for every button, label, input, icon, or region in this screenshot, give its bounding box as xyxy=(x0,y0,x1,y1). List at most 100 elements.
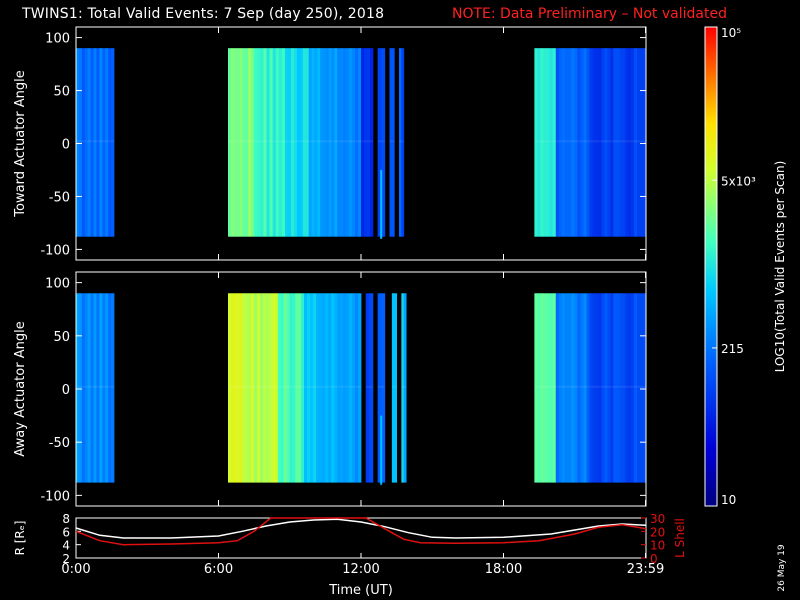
heatmap-cell xyxy=(105,48,109,237)
heatmap-cell xyxy=(391,293,395,483)
zero-band xyxy=(228,385,243,388)
heatmap-cell xyxy=(391,48,395,237)
heatmap-segment xyxy=(365,293,374,483)
heatmap-segment xyxy=(277,293,305,483)
heatmap-cell xyxy=(285,48,289,237)
zero-band xyxy=(337,385,361,388)
heatmap-cell xyxy=(239,293,243,483)
heatmap-cell xyxy=(355,293,359,483)
heatmap-cell xyxy=(574,293,578,483)
zero-band xyxy=(365,385,373,388)
heatmap-cell xyxy=(580,48,584,237)
heatmap-cell xyxy=(607,48,611,237)
heatmap-cell xyxy=(403,293,407,483)
heatmap-cell xyxy=(555,293,560,483)
heatmap-segment xyxy=(242,293,279,483)
zero-band xyxy=(361,140,373,143)
heatmap-segment xyxy=(555,48,588,237)
heatmap-cell xyxy=(251,48,255,237)
heatmap-cell xyxy=(607,293,611,483)
heatmap-cell xyxy=(331,48,335,237)
zero-band xyxy=(586,140,646,143)
heatmap-cell xyxy=(637,293,641,483)
heatmap-cell xyxy=(337,293,341,483)
heatmap-cell xyxy=(589,293,593,483)
zero-band xyxy=(399,140,404,143)
heatmap-cell xyxy=(286,293,290,483)
heatmap-cell xyxy=(558,293,563,483)
y-tick-label: 100 xyxy=(45,32,70,47)
heatmap-cell xyxy=(325,48,330,237)
heatmap-cell xyxy=(543,48,547,237)
panel-away: 100 50 0 -50 -100 Away Actuator Angle xyxy=(13,271,647,507)
zero-band xyxy=(389,140,395,143)
heatmap-cell xyxy=(328,293,332,483)
heatmap-cell xyxy=(313,293,317,483)
heatmap-cell xyxy=(401,48,405,237)
heatmap-cell xyxy=(571,293,575,483)
zero-band xyxy=(377,140,385,143)
r-tick-label: 6 xyxy=(62,525,70,539)
heatmap-cell xyxy=(281,48,286,237)
zero-band xyxy=(391,385,397,388)
heatmap-cell xyxy=(565,48,569,237)
heatmap-segment xyxy=(401,293,407,483)
heatmap-cell xyxy=(251,293,255,483)
heatmap-cell xyxy=(552,48,557,237)
heatmap-cell xyxy=(230,48,235,237)
lshell-line xyxy=(75,517,647,546)
heatmap-cell xyxy=(637,48,641,237)
r-tick-label: 4 xyxy=(62,539,70,553)
heatmap-cell xyxy=(595,48,599,237)
heatmap-cell xyxy=(263,48,267,237)
zero-band xyxy=(304,385,338,388)
heatmap-cell xyxy=(323,48,327,237)
heatmap-segment xyxy=(361,48,374,237)
heatmap-cell xyxy=(268,293,273,483)
heatmap-cell xyxy=(301,293,305,483)
heatmap-cell xyxy=(555,48,560,237)
heatmap-cell xyxy=(401,293,405,483)
heatmap-cell xyxy=(289,293,293,483)
heatmap-cell xyxy=(90,293,94,483)
heatmap-cell xyxy=(358,48,362,237)
zero-band xyxy=(586,385,646,388)
heatmap-cell xyxy=(595,293,599,483)
heatmap-cell xyxy=(87,48,92,237)
heatmap-cell xyxy=(299,48,304,237)
heatmap-cell xyxy=(308,48,312,237)
y-tick-label: 0 xyxy=(62,138,70,153)
heatmap-cell xyxy=(271,293,276,483)
heatmap-segment xyxy=(76,48,115,237)
heatmap-cell xyxy=(304,293,308,483)
heatmap-cell xyxy=(293,48,298,237)
zero-band xyxy=(534,385,556,388)
zero-band xyxy=(277,385,304,388)
heatmap-cell xyxy=(574,48,578,237)
heatmap-segment xyxy=(377,48,386,237)
heatmap-segment xyxy=(254,48,286,237)
heatmap-cell xyxy=(634,293,638,483)
heatmap-cell xyxy=(377,48,382,237)
heatmap-cell xyxy=(598,293,602,483)
heatmap-cell xyxy=(586,48,590,237)
heatmap-cell xyxy=(583,293,588,483)
heatmap-segment xyxy=(228,293,243,483)
heatmap-cell xyxy=(78,48,83,237)
heatmap-cell xyxy=(298,293,302,483)
heatmap-cell xyxy=(90,48,94,237)
heatmap-cell xyxy=(228,293,232,483)
heatmap-cell xyxy=(334,293,338,483)
x-tick-label: 6:00 xyxy=(204,562,233,577)
heatmap-cell xyxy=(280,293,285,483)
heatmap-segment xyxy=(337,293,362,483)
heatmap-cell xyxy=(108,293,112,483)
y-tick-label: -50 xyxy=(49,436,70,451)
heatmap-cell xyxy=(561,48,566,237)
heatmap-cell xyxy=(365,293,370,483)
lshell-tick-label: 30 xyxy=(650,512,665,526)
heatmap-cell xyxy=(239,48,243,237)
zero-band xyxy=(555,140,587,143)
lshell-tick-label: 20 xyxy=(650,525,665,539)
r-tick-label: 8 xyxy=(62,512,70,526)
